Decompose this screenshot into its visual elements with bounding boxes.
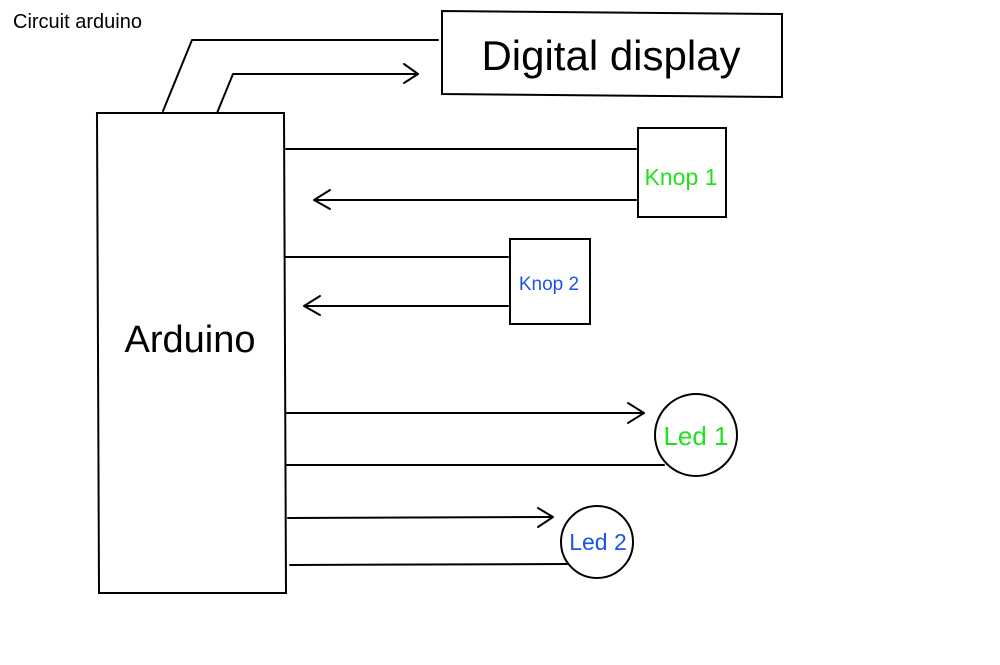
arduino-label: Arduino [125, 319, 256, 361]
arduino-box [95, 112, 288, 594]
digital-display-label: Digital display [481, 32, 740, 79]
knop1-label: Knop 1 [645, 164, 718, 190]
digital-display-node: Digital display [441, 9, 783, 99]
digital-display-box [441, 9, 783, 99]
knop1-box [637, 127, 727, 218]
diagram-title: Circuit arduino [13, 11, 142, 33]
wire-display-in [162, 39, 439, 112]
arrowhead-led2 [537, 507, 554, 528]
arrowhead-knop1 [313, 189, 331, 210]
wire-display-out [216, 73, 419, 114]
arduino-node: Arduino [95, 112, 288, 594]
wire-from-led2 [289, 563, 569, 566]
knop2-box [509, 238, 591, 325]
led1-node: Led 1 [654, 393, 738, 477]
knop2-node: Knop 2 [509, 238, 591, 325]
arrowhead-led1 [627, 402, 645, 424]
knop1-node: Knop 1 [637, 127, 727, 218]
led2-circle [560, 505, 634, 579]
led1-circle [654, 393, 738, 477]
led1-label: Led 1 [663, 421, 728, 451]
arrowhead-display [403, 63, 419, 84]
wire-to-led2 [287, 516, 552, 519]
led2-node: Led 2 [560, 505, 634, 579]
led2-label: Led 2 [569, 529, 627, 555]
arrowhead-knop2 [303, 295, 321, 316]
knop2-label: Knop 2 [519, 274, 579, 295]
